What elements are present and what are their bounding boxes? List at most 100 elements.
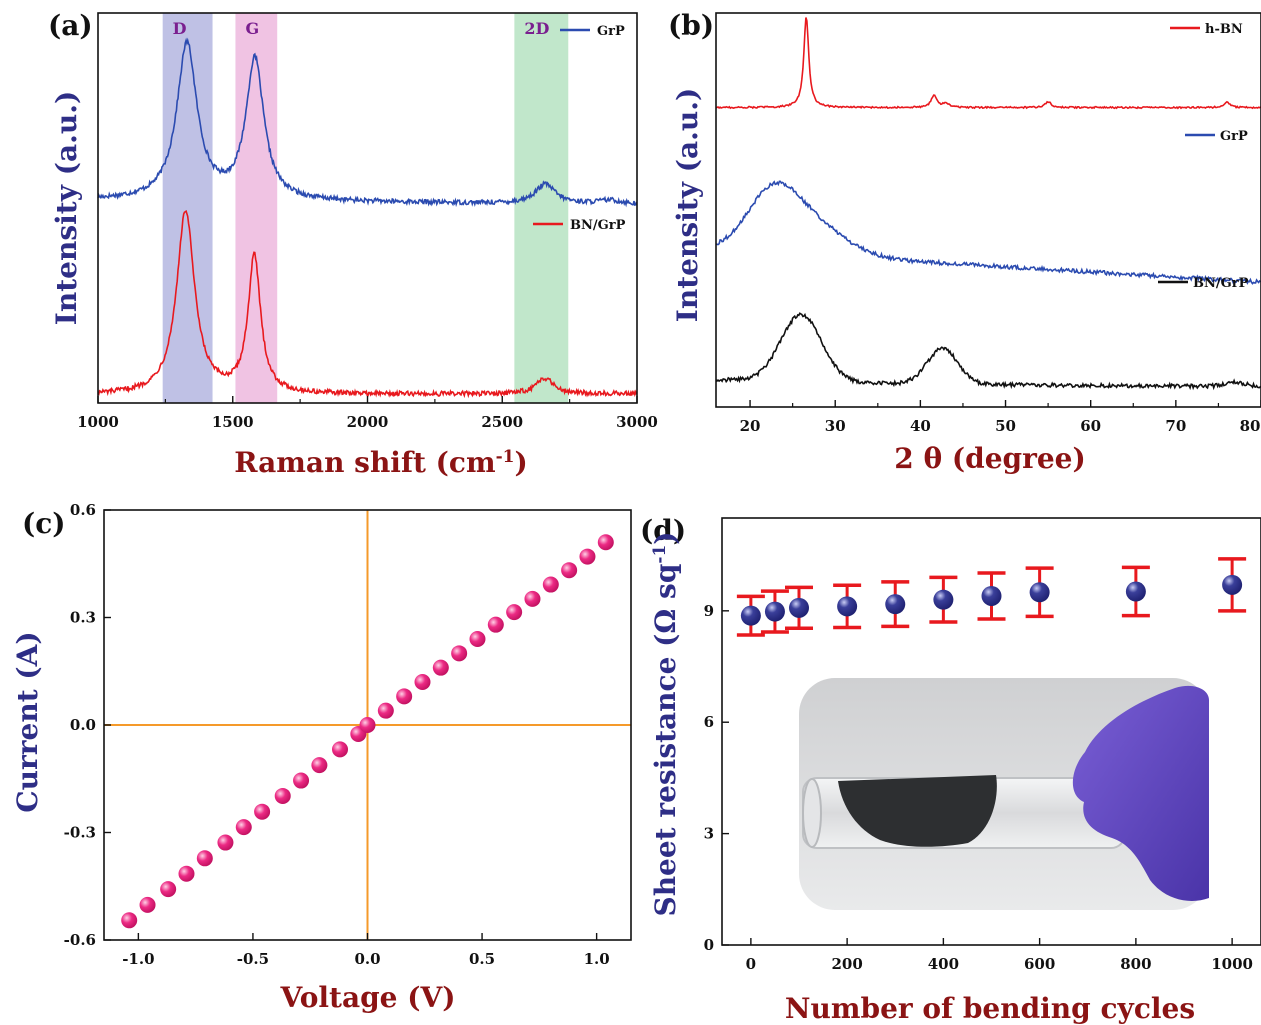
x-tick-label: 20	[740, 417, 761, 435]
x-tick-label: 0.5	[469, 950, 495, 968]
panel-b-frame	[715, 12, 1261, 408]
x-tick-label: 40	[910, 417, 931, 435]
iv-data-point	[196, 850, 213, 867]
x-tick-label: 2000	[347, 413, 389, 431]
panel-a-x-title: Raman shift (cm-1)	[234, 446, 527, 479]
x-tick-label: 1.0	[584, 950, 610, 968]
resistance-data-point	[933, 589, 954, 610]
band-label-g: G	[245, 19, 259, 38]
y-tick-label: -0.3	[64, 824, 96, 842]
series-grp-line	[715, 180, 1261, 285]
iv-data-point	[274, 787, 291, 804]
panel-d-y-title: Sheet resistance (Ω sq-1)	[649, 531, 682, 916]
iv-data-point	[254, 803, 271, 820]
y-tick-label: 0.3	[70, 609, 96, 627]
x-tick-label: -0.5	[237, 950, 269, 968]
series-bn-grp-line	[715, 312, 1261, 391]
resistance-data-point	[1222, 574, 1243, 595]
iv-data-point	[178, 865, 195, 882]
resistance-data-point	[764, 601, 785, 622]
resistance-data-point	[837, 596, 858, 617]
series-h-bn-line	[715, 17, 1261, 110]
x-tick-label: 600	[1024, 955, 1055, 973]
series-grp-line	[97, 37, 638, 208]
iv-data-point	[332, 741, 349, 758]
x-tick-label: 1000	[77, 413, 119, 431]
glove-hand	[1072, 685, 1209, 901]
y-tick-label: -0.6	[64, 931, 96, 949]
panel-a-y-title: Intensity (a.u.)	[50, 91, 83, 325]
x-tick-label: 30	[825, 417, 846, 435]
band-d	[162, 13, 213, 403]
iv-data-point	[311, 757, 328, 774]
x-tick-label: 60	[1080, 417, 1101, 435]
y-tick-label: 0.0	[70, 716, 96, 734]
legend-bn-grp-label: BN/GrP	[1193, 276, 1249, 291]
iv-data-point	[414, 674, 431, 690]
legend-grp-label: GrP	[1220, 129, 1248, 144]
iv-data-point	[139, 896, 156, 913]
x-tick-label: 80	[1240, 417, 1261, 435]
panel-d-x-title: Number of bending cycles	[785, 992, 1195, 1025]
x-tick-label: 2500	[481, 413, 523, 431]
inset-photo	[799, 678, 1209, 910]
x-tick-label: -1.0	[122, 950, 154, 968]
iv-data-point	[396, 688, 413, 705]
iv-data-point	[487, 616, 504, 633]
band-g	[235, 13, 278, 403]
panel-a-label: (a)	[48, 9, 93, 42]
panel-a-raman: D G 2D 1000 1500 2000 2500 3000 (a) Raman shif…	[48, 9, 658, 479]
x-tick-label: 800	[1120, 955, 1151, 973]
resistance-data-point	[885, 594, 906, 615]
iv-data-point	[451, 645, 468, 662]
panel-c-iv: -1.0 -0.5 0.0 0.5 1.0 -0.6 -0.3 0.0 0.3 0.6 (c) V…	[11, 501, 632, 1014]
x-tick-label: 1000	[1211, 955, 1253, 973]
iv-data-point	[469, 631, 486, 647]
resistance-data-point	[1029, 582, 1050, 603]
x-tick-label: 1500	[212, 413, 254, 431]
iv-data-point	[597, 534, 614, 551]
y-tick-label: 0.6	[70, 501, 96, 519]
panel-c-label: (c)	[22, 507, 66, 540]
iv-data-point	[121, 912, 138, 929]
iv-data-point	[432, 659, 449, 676]
resistance-data-point	[789, 597, 809, 618]
series-bn-grp-line	[97, 209, 638, 399]
iv-data-point	[561, 562, 578, 579]
x-tick-label: 70	[1165, 417, 1186, 435]
iv-data-point	[524, 590, 541, 607]
legend-bngrp-label: BN/GrP	[570, 218, 626, 233]
legend-grp-label: GrP	[597, 24, 625, 39]
resistance-data-point	[981, 585, 1002, 606]
band-2d	[514, 13, 569, 403]
iv-data-point	[217, 834, 234, 851]
iv-data-point	[160, 881, 177, 898]
band-label-d: D	[173, 19, 187, 38]
iv-data-point	[542, 576, 559, 593]
iv-data-point	[506, 604, 523, 621]
iv-data-point	[377, 702, 394, 719]
iv-data-point	[235, 819, 252, 836]
y-tick-label: 3	[704, 825, 714, 843]
panel-c-x-title: Voltage (V)	[280, 981, 456, 1014]
x-tick-label: 200	[831, 955, 862, 973]
iv-data-point	[579, 548, 596, 565]
y-tick-label: 9	[704, 602, 714, 620]
panel-d-bending: 0 200 400 600 800 1000 0 3 6 9	[640, 514, 1261, 1025]
iv-data-point	[359, 717, 376, 733]
x-tick-label: 0.0	[354, 950, 380, 968]
resistance-data-point	[740, 605, 761, 626]
x-tick-label: 0	[746, 955, 756, 973]
x-tick-label: 400	[928, 955, 959, 973]
y-tick-label: 0	[704, 936, 714, 954]
panel-b-xrd: 20 30 40 50 60 70 80 (b) 2 θ (degree) Intensit…	[668, 9, 1261, 475]
band-label-2d: 2D	[524, 19, 549, 38]
panel-c-y-title: Current (A)	[11, 631, 44, 812]
x-tick-label: 3000	[616, 413, 658, 431]
resistance-data-point	[1125, 581, 1146, 602]
panel-d-frame	[721, 517, 1261, 946]
x-tick-label: 50	[995, 417, 1016, 435]
legend-h-bn-label: h-BN	[1205, 22, 1243, 37]
iv-data-point	[293, 772, 310, 789]
